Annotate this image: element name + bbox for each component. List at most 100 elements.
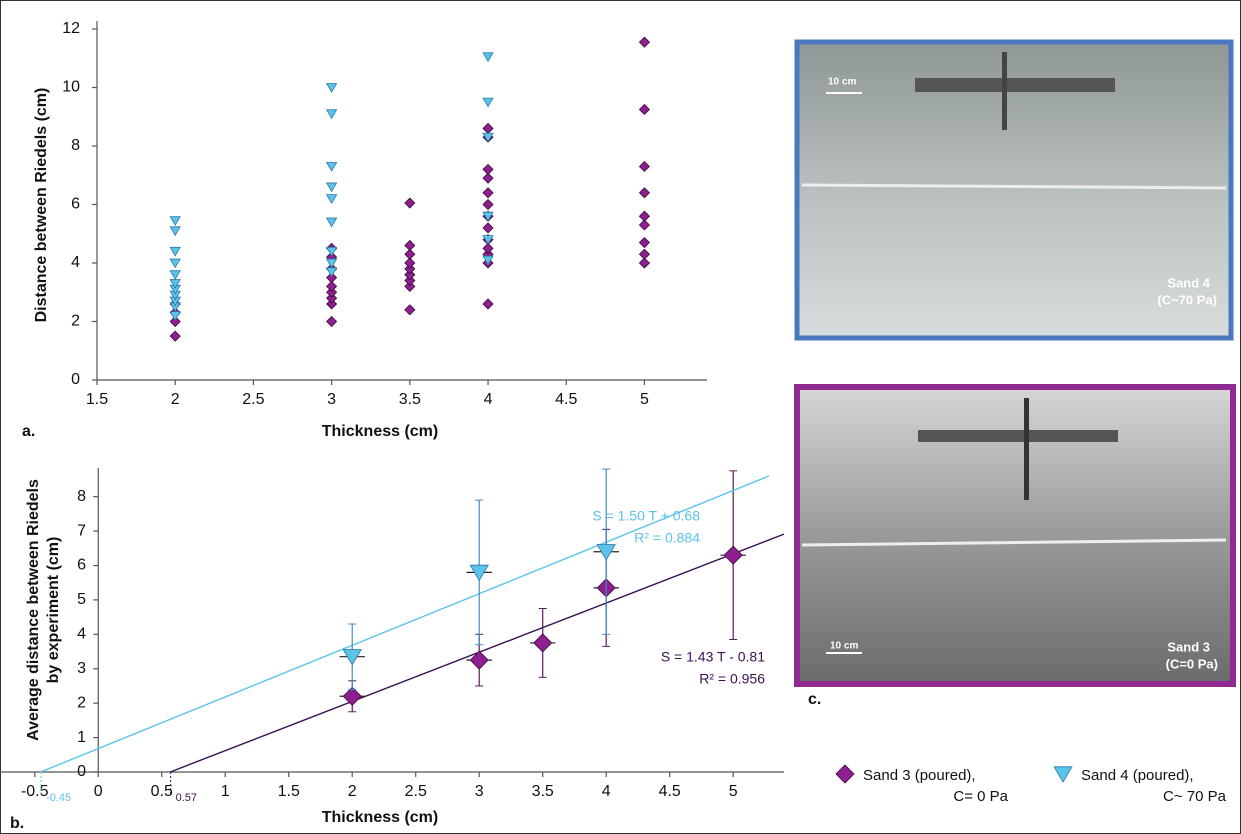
point — [483, 53, 493, 62]
figure: 10 cm Sand 4 (C~70 Pa) 10 cm Sand 3 (C=0… — [0, 0, 1241, 834]
point — [724, 546, 742, 564]
y-tick-label: 10 — [62, 79, 80, 96]
y-tick-label: 6 — [77, 557, 86, 574]
point — [534, 634, 552, 652]
point — [639, 104, 649, 114]
scale-label: 10 cm — [830, 641, 858, 652]
x-tick-label: 3 — [327, 391, 336, 408]
point — [170, 312, 180, 321]
x-tick-label: 4 — [484, 391, 493, 408]
ruler — [1002, 52, 1007, 130]
y-tick-label: 0 — [71, 371, 80, 388]
point — [470, 651, 488, 669]
legend-note: C~ 70 Pa — [1163, 788, 1227, 805]
x-tick-label: 4.5 — [659, 783, 681, 800]
legend-label: Sand 3 (poured), — [863, 767, 976, 784]
trend-r2: R² = 0.956 — [699, 671, 765, 687]
legend-marker — [1054, 767, 1072, 782]
point — [170, 259, 180, 268]
y-tick-label: 2 — [77, 694, 86, 711]
intercept-label: 0.57 — [176, 792, 197, 804]
trend-equation: S = 1.50 T + 0.68 — [592, 508, 700, 524]
y-tick-label: 0 — [77, 763, 86, 780]
point — [327, 110, 337, 119]
point — [639, 161, 649, 171]
point — [327, 183, 337, 192]
x-tick-label: 2 — [171, 391, 180, 408]
point — [170, 227, 180, 236]
point — [327, 247, 337, 256]
x-tick-label: 1 — [221, 783, 230, 800]
point — [327, 317, 337, 327]
scale-label: 10 cm — [828, 77, 856, 88]
point — [170, 247, 180, 256]
x-tick-label: 4 — [602, 783, 611, 800]
point — [639, 211, 649, 221]
point — [327, 268, 337, 277]
point — [170, 271, 180, 280]
panel-label: b. — [10, 815, 24, 832]
y-tick-label: 8 — [71, 137, 80, 154]
ruler — [918, 430, 1118, 442]
y-tick-label: 7 — [77, 522, 86, 539]
photo-label: Sand 3 — [1167, 639, 1210, 654]
y-tick-label: 4 — [71, 254, 80, 271]
panel-label: a. — [22, 423, 35, 440]
point — [483, 223, 493, 233]
legend-label: Sand 4 (poured), — [1081, 767, 1194, 784]
photo-label: (C~70 Pa) — [1157, 292, 1217, 307]
point — [405, 198, 415, 208]
point — [483, 200, 493, 210]
x-tick-label: 3.5 — [399, 391, 421, 408]
x-tick-label: 2.5 — [405, 783, 427, 800]
ruler — [915, 78, 1115, 92]
point — [483, 123, 493, 133]
y-tick-label: 2 — [71, 313, 80, 330]
point — [405, 305, 415, 315]
x-axis-label: Thickness (cm) — [322, 809, 438, 826]
point — [483, 164, 493, 174]
point — [639, 249, 649, 259]
point — [327, 218, 337, 227]
point — [343, 687, 361, 705]
x-tick-label: 1.5 — [278, 783, 300, 800]
y-axis-label: Distance between Riedels (cm) — [33, 88, 50, 323]
point — [483, 188, 493, 198]
legend-marker — [836, 765, 854, 783]
photo-label: (C=0 Pa) — [1166, 656, 1218, 671]
y-tick-label: 5 — [77, 591, 86, 608]
x-tick-label: 2 — [348, 783, 357, 800]
trend-equation: S = 1.43 T - 0.81 — [661, 649, 765, 665]
point — [327, 162, 337, 171]
x-tick-label: 3 — [475, 783, 484, 800]
y-tick-label: 4 — [77, 626, 86, 643]
ruler — [1024, 398, 1029, 500]
x-tick-label: 1.5 — [86, 391, 108, 408]
y-tick-label: 3 — [77, 660, 86, 677]
y-tick-label: 1 — [77, 729, 86, 746]
point — [170, 331, 180, 341]
x-tick-label: 5 — [729, 783, 738, 800]
point — [639, 37, 649, 47]
point — [327, 259, 337, 268]
point — [639, 188, 649, 198]
x-tick-label: 0.5 — [151, 783, 173, 800]
y-tick-label: 12 — [62, 20, 80, 37]
x-tick-label: 3.5 — [532, 783, 554, 800]
trend-r2: R² = 0.884 — [634, 530, 700, 546]
point — [327, 195, 337, 204]
y-tick-label: 8 — [77, 488, 86, 505]
point — [405, 240, 415, 250]
x-tick-label: -0.5 — [21, 783, 49, 800]
point — [327, 84, 337, 93]
x-tick-label: 4.5 — [555, 391, 577, 408]
point — [483, 98, 493, 107]
x-tick-label: 0 — [94, 783, 103, 800]
x-axis-label: Thickness (cm) — [322, 423, 438, 440]
point — [483, 299, 493, 309]
x-tick-label: 2.5 — [242, 391, 264, 408]
legend-note: C= 0 Pa — [953, 788, 1008, 805]
panel-label: c. — [808, 691, 821, 708]
y-tick-label: 6 — [71, 196, 80, 213]
